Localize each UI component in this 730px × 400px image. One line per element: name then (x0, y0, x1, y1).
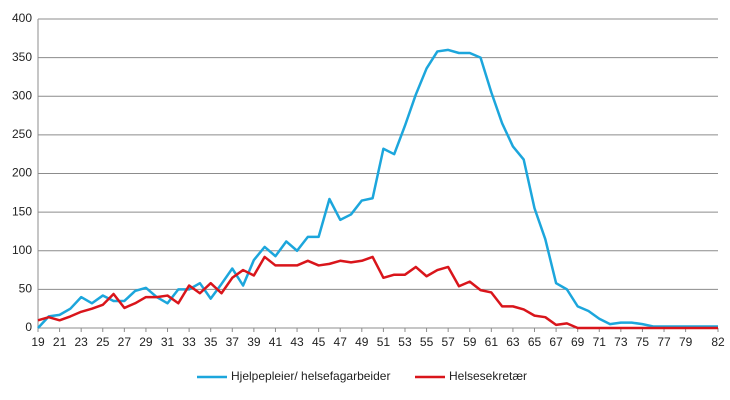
x-tick-label: 47 (334, 335, 348, 349)
y-tick-label: 250 (12, 127, 32, 141)
x-tick-label: 39 (247, 335, 261, 349)
x-tick-label: 33 (182, 335, 196, 349)
x-tick-label: 51 (377, 335, 391, 349)
y-tick-label: 100 (12, 243, 32, 257)
x-tick-label: 57 (441, 335, 455, 349)
x-tick-label: 59 (463, 335, 477, 349)
y-tick-label: 200 (12, 166, 32, 180)
x-tick-label: 55 (420, 335, 434, 349)
x-tick-label: 53 (398, 335, 412, 349)
x-tick-label: 65 (528, 335, 542, 349)
legend-label: Hjelpepleier/ helsefagarbeider (231, 369, 390, 383)
x-tick-label: 67 (549, 335, 563, 349)
x-tick-label: 79 (679, 335, 693, 349)
y-tick-label: 150 (12, 204, 32, 218)
x-tick-label: 23 (74, 335, 88, 349)
x-tick-label: 82 (711, 335, 725, 349)
y-tick-label: 350 (12, 50, 32, 64)
x-tick-label: 69 (571, 335, 585, 349)
x-tick-label: 77 (657, 335, 671, 349)
x-tick-label: 31 (161, 335, 175, 349)
x-tick-label: 37 (226, 335, 240, 349)
x-tick-label: 19 (31, 335, 45, 349)
x-tick-label: 71 (593, 335, 607, 349)
x-tick-label: 49 (355, 335, 369, 349)
x-tick-label: 45 (312, 335, 326, 349)
y-tick-label: 50 (19, 282, 33, 296)
legend-label: Helsesekretær (449, 369, 527, 383)
x-tick-label: 73 (614, 335, 628, 349)
x-tick-label: 35 (204, 335, 218, 349)
y-tick-label: 300 (12, 88, 32, 102)
x-tick-label: 63 (506, 335, 520, 349)
x-tick-label: 29 (139, 335, 153, 349)
x-tick-label: 21 (53, 335, 67, 349)
data-line (37, 255, 718, 330)
x-tick-label: 75 (636, 335, 650, 349)
x-tick-label: 43 (290, 335, 304, 349)
x-tick-label: 25 (96, 335, 110, 349)
x-tick-label: 41 (269, 335, 283, 349)
y-tick-label: 400 (12, 11, 32, 25)
data-line (37, 48, 718, 329)
y-tick-label: 0 (25, 320, 32, 334)
x-tick-label: 61 (485, 335, 499, 349)
x-tick-label: 27 (118, 335, 132, 349)
